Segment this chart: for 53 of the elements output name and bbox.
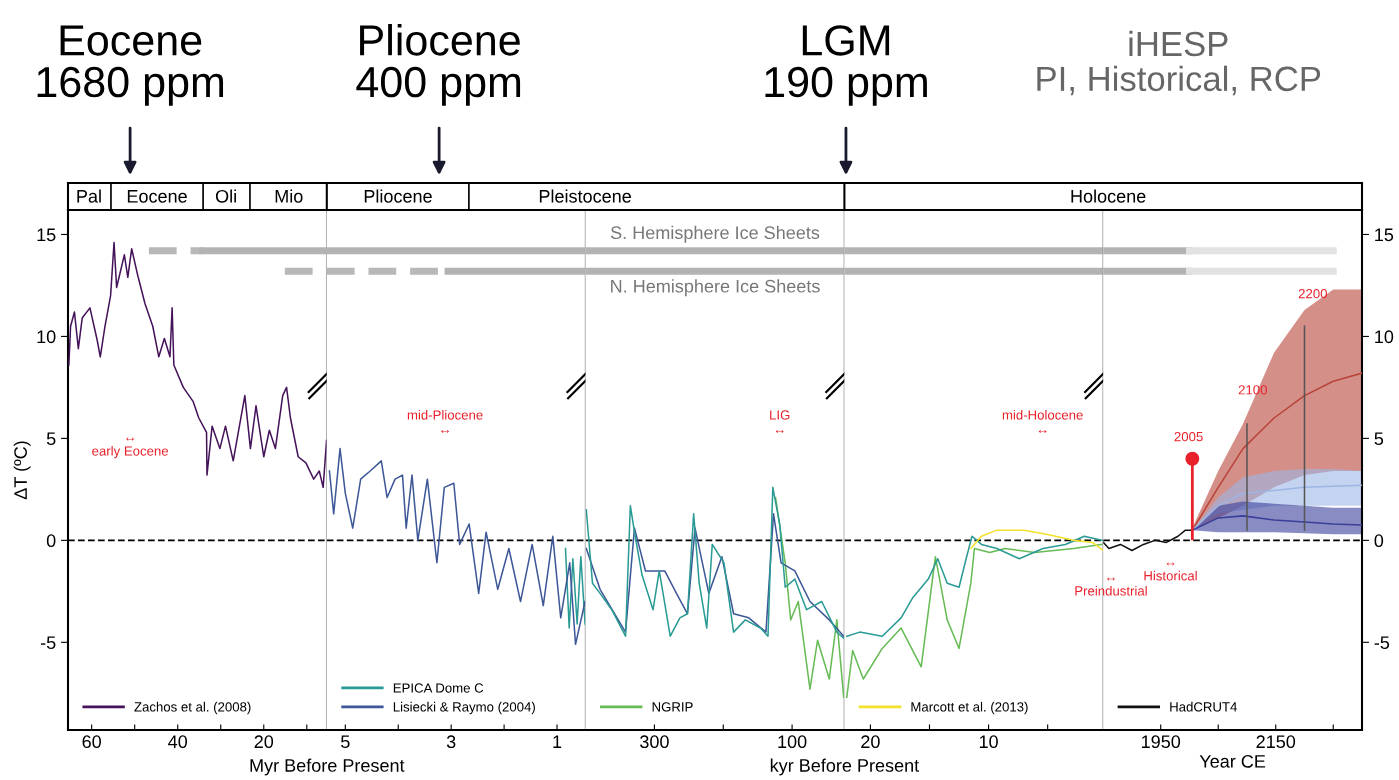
x-tick-label: 1 [553, 735, 562, 748]
x-tick-label: 5 [341, 735, 350, 749]
text: Pal [77, 189, 101, 203]
x-tick-label: 20 [861, 735, 880, 749]
annotation: ↔ early Eocene [92, 437, 169, 459]
text: Oli [215, 189, 236, 203]
legend-label: Lisiecki & Raymo (2004) [393, 701, 535, 715]
legend-label: Zachos et al. (2008) [134, 701, 251, 715]
series-label: S. Hemisphere Ice Sheets [610, 225, 820, 243]
x-tick-label: 40 [168, 735, 188, 749]
annotation: ↔ Historical [1144, 562, 1197, 581]
y-axis-title: ΔT (ºC) [13, 441, 31, 500]
series-label: N. Hemisphere Ice Sheets [611, 279, 820, 297]
annotation: 2005 [1174, 431, 1203, 442]
annotation: LIG ↔ [770, 410, 790, 434]
x-axis-title: Year CE [1199, 754, 1266, 768]
y-tick-label: 15 [1375, 228, 1394, 242]
text: Mio [275, 189, 303, 203]
y-tick-label: 0 [46, 534, 56, 548]
text: Holocene [1071, 189, 1146, 203]
legend-label: HadCRUT4 [1170, 701, 1237, 712]
legend-label: Marcott et al. (2013) [911, 701, 1028, 715]
text: Eocene [127, 190, 187, 203]
x-tick-label: 100 [778, 735, 807, 749]
x-tick-label: 60 [82, 735, 101, 749]
y-tick-label: -5 [40, 636, 56, 650]
x-tick-label: 2150 [1256, 735, 1296, 749]
legend-label: EPICA Dome C [393, 683, 484, 693]
y-tick-label: 10 [37, 330, 56, 344]
text: LGM 190 ppm [765, 25, 927, 106]
text: Pliocene [364, 189, 432, 203]
annotation: 2200 [1298, 288, 1327, 299]
annotation: 2100 [1238, 385, 1267, 395]
x-tick-label: 10 [979, 735, 998, 749]
x-axis-title: kyr Before Present [770, 758, 920, 776]
x-tick-label: 300 [640, 735, 669, 749]
x-tick-label: 3 [446, 735, 456, 749]
y-tick-label: 15 [37, 228, 56, 242]
text: Eocene 1680 ppm [37, 25, 224, 106]
y-tick-label: 0 [1374, 534, 1384, 548]
y-tick-label: 5 [46, 432, 56, 446]
x-axis-title: Myr Before Present [250, 758, 405, 776]
text: Pleistocene [539, 189, 631, 203]
annotation: mid-Holocene ↔ [1002, 409, 1083, 434]
text: Pliocene 400 ppm [356, 24, 521, 106]
annotation: mid-Pliocene ↔ [407, 409, 483, 434]
y-tick-label: -5 [1374, 636, 1390, 650]
y-tick-label: 10 [1375, 330, 1394, 344]
y-tick-label: 5 [1374, 432, 1384, 446]
text: iHESP PI, Historical, RCP [1037, 30, 1321, 96]
legend-label: NGRIP [652, 702, 693, 712]
x-tick-label: 1950 [1142, 735, 1181, 749]
x-tick-label: 20 [254, 735, 274, 749]
